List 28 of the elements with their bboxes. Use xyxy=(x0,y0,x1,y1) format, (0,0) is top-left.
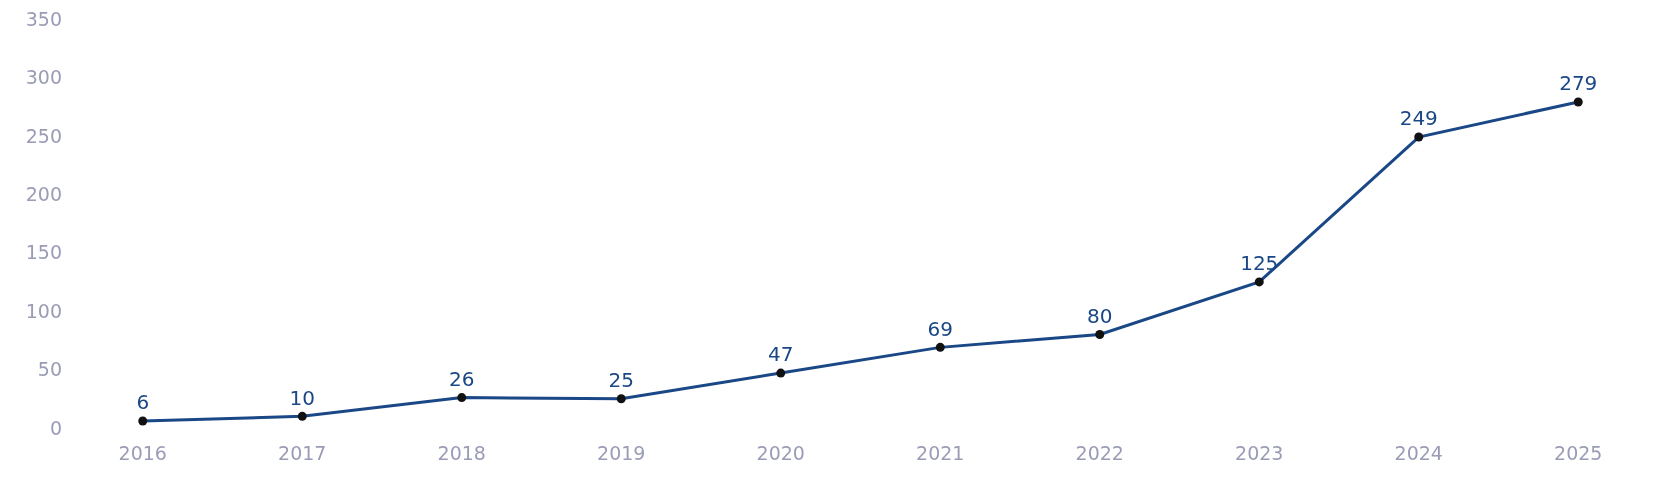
data-label: 69 xyxy=(927,316,953,341)
data-label: 6 xyxy=(136,390,150,415)
data-label: 47 xyxy=(768,342,794,367)
x-tick-label: 2025 xyxy=(1554,442,1603,464)
y-tick-label: 200 xyxy=(25,182,62,205)
y-tick-label: 300 xyxy=(25,66,62,89)
y-tick-label: 100 xyxy=(25,299,62,322)
y-tick-label: 0 xyxy=(49,416,62,439)
x-tick-label: 2018 xyxy=(437,442,486,464)
data-label: 10 xyxy=(289,385,315,410)
x-tick-label: 2021 xyxy=(916,442,965,464)
data-label: 80 xyxy=(1087,303,1113,328)
x-tick-label: 2019 xyxy=(597,442,646,464)
x-tick-label: 2017 xyxy=(278,442,327,464)
data-label: 25 xyxy=(608,368,634,393)
y-tick-label: 150 xyxy=(25,241,62,264)
y-tick-label: 350 xyxy=(25,7,62,30)
x-tick-label: 2020 xyxy=(756,442,805,464)
y-tick-label: 50 xyxy=(37,358,62,381)
data-label: 125 xyxy=(1240,251,1279,276)
x-tick-label: 2024 xyxy=(1394,442,1443,464)
x-tick-label: 2023 xyxy=(1235,442,1284,464)
y-tick-label: 250 xyxy=(25,124,62,147)
x-tick-label: 2016 xyxy=(118,442,167,464)
data-label: 26 xyxy=(449,366,475,391)
data-label: 279 xyxy=(1559,71,1598,96)
x-tick-label: 2022 xyxy=(1075,442,1124,464)
data-label: 249 xyxy=(1399,106,1438,131)
